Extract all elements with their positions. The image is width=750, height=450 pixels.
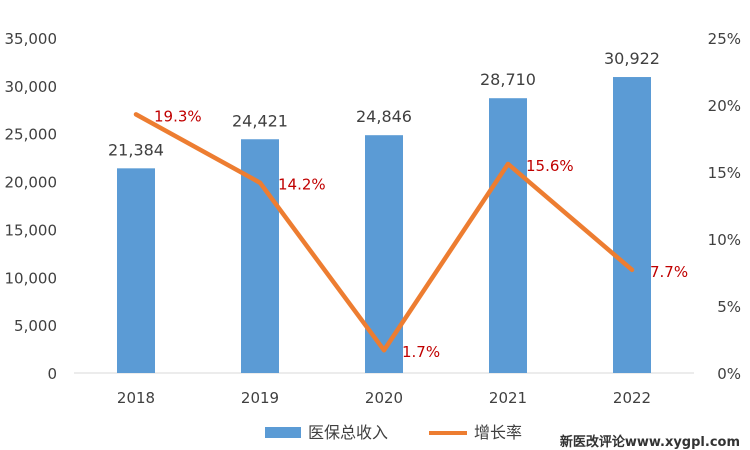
left-tick-label: 30,000 xyxy=(5,78,58,96)
rate-label-2020: 1.7% xyxy=(402,343,440,361)
left-tick-label: 0 xyxy=(47,365,57,383)
bar-2021 xyxy=(489,98,527,373)
category-label-2022: 2022 xyxy=(613,389,651,407)
category-label-2021: 2021 xyxy=(489,389,527,407)
left-tick-label: 35,000 xyxy=(5,30,58,48)
bar-2018 xyxy=(117,168,155,373)
right-tick-label: 10% xyxy=(708,231,741,249)
left-tick-label: 25,000 xyxy=(5,126,58,144)
category-label-2018: 2018 xyxy=(117,389,155,407)
bar-2020 xyxy=(365,135,403,373)
rate-point-2021 xyxy=(506,161,510,166)
bar-series xyxy=(117,77,651,373)
rate-label-2021: 15.6% xyxy=(526,157,574,175)
category-label-2019: 2019 xyxy=(241,389,279,407)
right-tick-label: 5% xyxy=(717,298,741,316)
legend: 医保总收入 增长率 xyxy=(265,423,522,442)
rate-label-2022: 7.7% xyxy=(650,263,688,281)
rate-point-2022 xyxy=(630,267,634,272)
rate-point-2019 xyxy=(258,180,262,185)
right-tick-label: 0% xyxy=(717,365,741,383)
category-label-2020: 2020 xyxy=(365,389,403,407)
legend-label-line: 增长率 xyxy=(474,423,522,442)
right-tick-label: 15% xyxy=(708,164,741,182)
line-series xyxy=(133,112,635,353)
right-tick-label: 20% xyxy=(708,97,741,115)
category-labels: 2018 2019 2020 2021 2022 xyxy=(117,389,651,407)
left-tick-label: 15,000 xyxy=(5,221,58,239)
bar-label-2022: 30,922 xyxy=(604,49,660,68)
left-tick-label: 5,000 xyxy=(14,317,57,335)
watermark-text: 新医改评论www.xygpl.com xyxy=(560,434,740,450)
bar-data-labels: 21,384 24,421 24,846 28,710 30,922 xyxy=(108,49,660,159)
left-axis-ticks: 0 5,000 10,000 15,000 20,000 25,000 30,000 35,0… xyxy=(5,30,58,383)
left-tick-label: 10,000 xyxy=(5,269,58,287)
bar-label-2019: 24,421 xyxy=(232,111,288,130)
bar-label-2020: 24,846 xyxy=(356,107,412,126)
rate-point-2020 xyxy=(382,348,386,353)
bar-2022 xyxy=(613,77,651,373)
rate-point-2018 xyxy=(134,112,138,117)
rate-label-2019: 14.2% xyxy=(278,176,326,194)
bar-label-2018: 21,384 xyxy=(108,140,164,159)
rate-label-2018: 19.3% xyxy=(154,107,202,125)
left-tick-label: 20,000 xyxy=(5,174,58,192)
legend-swatch-bar xyxy=(265,427,301,438)
legend-label-bar: 医保总收入 xyxy=(308,423,388,442)
rate-data-labels: 19.3% 14.2% 1.7% 15.6% 7.7% xyxy=(154,107,688,361)
right-axis-ticks: 0% 5% 10% 15% 20% 25% xyxy=(708,30,741,383)
right-tick-label: 25% xyxy=(708,30,741,48)
bar-label-2021: 28,710 xyxy=(480,70,536,89)
